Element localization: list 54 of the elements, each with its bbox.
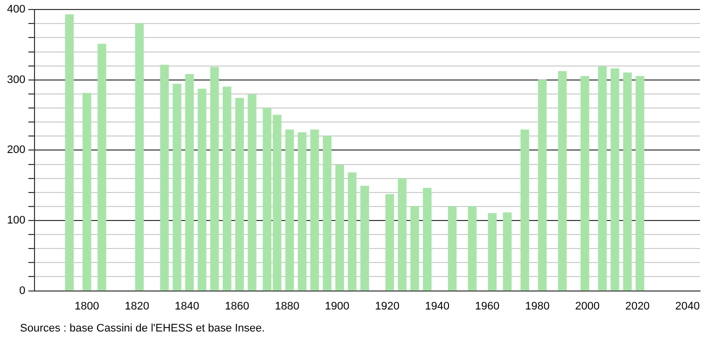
x-tick-label: 1860 [224,300,250,312]
x-tick-label: 1820 [124,300,150,312]
bar [172,84,182,291]
bar [598,66,607,291]
bar [610,68,620,291]
x-tick-label: 1880 [274,300,300,312]
bar [410,206,420,291]
bar [322,136,332,291]
x-tick-label: 2040 [675,300,700,312]
bar [558,71,567,291]
x-tick-label: 1960 [475,300,500,312]
bar [82,92,92,291]
y-tick-label: 300 [6,74,26,86]
bar [422,188,432,291]
bar [385,194,394,291]
bar [335,164,344,291]
bar [360,186,370,291]
y-tick-label: 100 [6,214,26,227]
bar [580,76,590,291]
bar [235,98,244,291]
bar [98,44,106,291]
bar [285,129,294,291]
bar [298,132,306,291]
bar [488,213,497,291]
bar [448,206,457,291]
bar [468,206,477,291]
bar [636,76,644,291]
bar [198,88,206,291]
x-tick-label: 1840 [174,300,200,312]
y-tick-label: 0 [19,284,26,297]
bar [502,212,512,291]
bar [538,80,547,291]
x-tick-label: 1940 [425,300,450,312]
source-note: Sources : base Cassini de l'EHESS et base Insee. [20,322,265,335]
x-tick-label: 1900 [324,300,350,312]
bar [348,172,356,291]
x-tick-label: 2000 [575,300,600,312]
bar [210,66,219,291]
bar [65,14,74,291]
bar [623,72,632,291]
bar [135,23,144,291]
bar [398,178,407,291]
x-tick-label: 1920 [374,300,400,312]
bar [222,86,232,291]
x-tick-label: 2020 [625,300,650,312]
bar [520,129,530,291]
bar [185,74,194,291]
y-tick-label: 400 [6,4,26,16]
y-tick-label: 200 [6,144,26,156]
bar [310,129,319,291]
bar [160,64,169,291]
x-tick-label: 1800 [74,300,100,312]
bar [248,94,256,291]
x-tick-label: 1980 [525,300,550,312]
